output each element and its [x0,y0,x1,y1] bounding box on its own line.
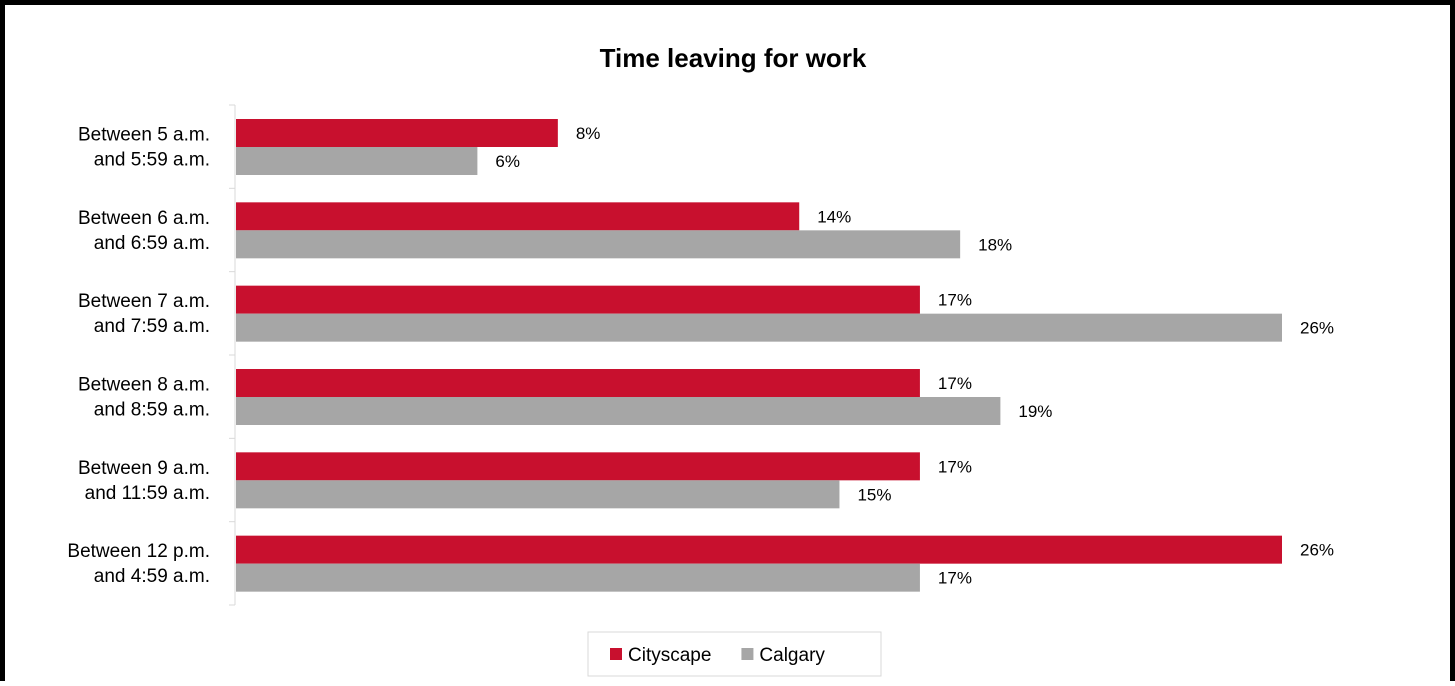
data-label: 19% [1018,402,1052,421]
bar-calgary [236,313,1282,342]
data-label: 17% [938,291,972,310]
legend: Cityscape Calgary [587,631,882,677]
legend-box [587,631,882,677]
category-label: Between 9 a.m. [78,458,210,479]
data-label: 17% [938,374,972,393]
legend-swatch-cityscape [610,648,622,660]
data-label: 17% [938,569,972,588]
category-label: and 8:59 a.m. [94,400,210,421]
data-label: 18% [978,235,1012,254]
bar-calgary [236,147,478,175]
category-label: Between 6 a.m. [78,208,210,229]
bar-chart: Time leaving for work Between 5 a.m. and … [67,43,1334,677]
category-label: and 7:59 a.m. [94,316,210,337]
category-label: and 4:59 a.m. [94,566,210,587]
chart-title: Time leaving for work [600,43,867,73]
data-label: 17% [938,457,972,476]
legend-label-calgary: Calgary [759,645,825,666]
bar-calgary [236,480,840,509]
data-label: 26% [1300,541,1334,560]
data-label: 15% [857,485,891,504]
category-label: and 11:59 a.m. [85,483,210,504]
bar-cityscape [236,285,920,314]
bar-calgary [236,230,961,259]
bar-calgary [236,397,1001,425]
category-label: Between 7 a.m. [78,291,210,312]
bar-cityscape [236,452,920,481]
legend-swatch-calgary [741,648,754,660]
data-label: 6% [495,152,520,171]
category-label: and 6:59 a.m. [94,233,210,254]
bar-cityscape [236,202,800,231]
category-label: Between 5 a.m. [78,125,210,146]
legend-label-cityscape: Cityscape [628,645,711,666]
data-label: 26% [1300,319,1334,338]
category-label: Between 12 p.m. [67,541,210,562]
category-label: Between 8 a.m. [78,375,210,396]
data-label: 8% [576,124,601,143]
bar-cityscape [236,535,1282,564]
plot-area: Between 5 a.m. and 5:59 a.m. 8% 6% Between 6… [67,104,1334,606]
bar-cityscape [236,369,920,397]
bar-calgary [236,563,920,592]
bar-cityscape [236,119,558,147]
data-label: 14% [817,207,851,226]
category-label: and 5:59 a.m. [94,150,210,171]
